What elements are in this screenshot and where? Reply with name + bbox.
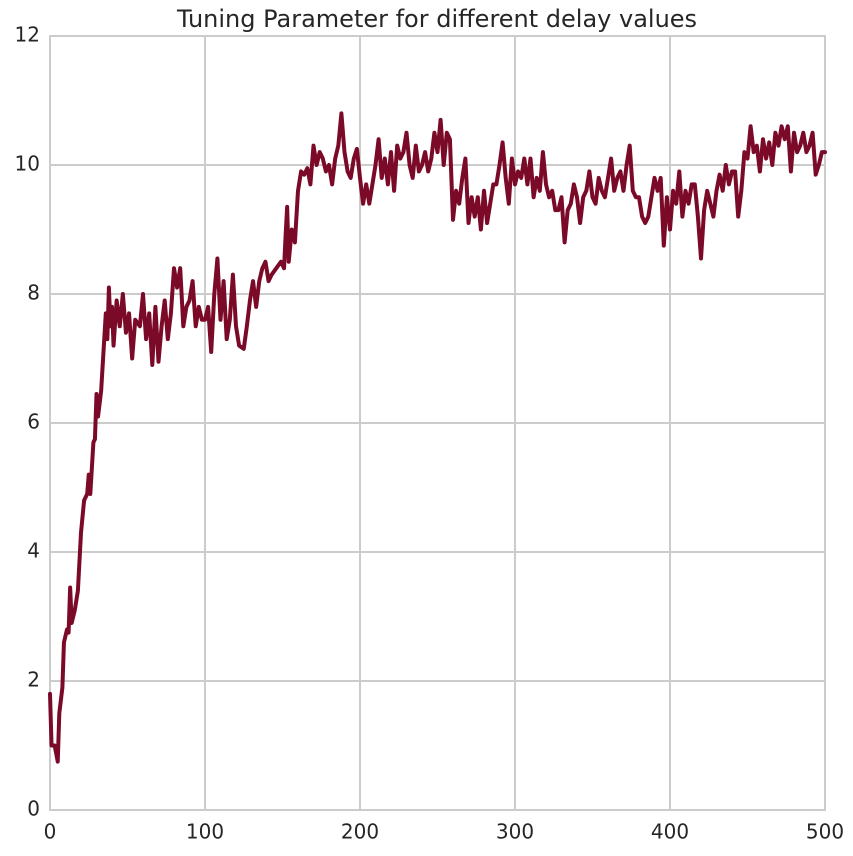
data-line bbox=[48, 111, 827, 764]
plot-frame bbox=[49, 35, 826, 811]
x-tick-label: 500 bbox=[806, 820, 844, 844]
x-tick-label: 300 bbox=[496, 820, 534, 844]
x-tick-label: 100 bbox=[186, 820, 224, 844]
x-tick-label: 200 bbox=[341, 820, 379, 844]
x-tick-label: 400 bbox=[651, 820, 689, 844]
y-tick-label: 6 bbox=[27, 410, 40, 434]
chart-title: Tuning Parameter for different delay val… bbox=[176, 5, 697, 33]
x-tick-label: 0 bbox=[44, 820, 57, 844]
y-tick-label: 8 bbox=[27, 281, 40, 305]
y-tick-label: 10 bbox=[15, 152, 40, 176]
y-tick-label: 2 bbox=[27, 668, 40, 692]
y-tick-label: 4 bbox=[27, 539, 40, 563]
y-tick-label: 12 bbox=[15, 23, 40, 47]
y-tick-label: 0 bbox=[27, 797, 40, 821]
